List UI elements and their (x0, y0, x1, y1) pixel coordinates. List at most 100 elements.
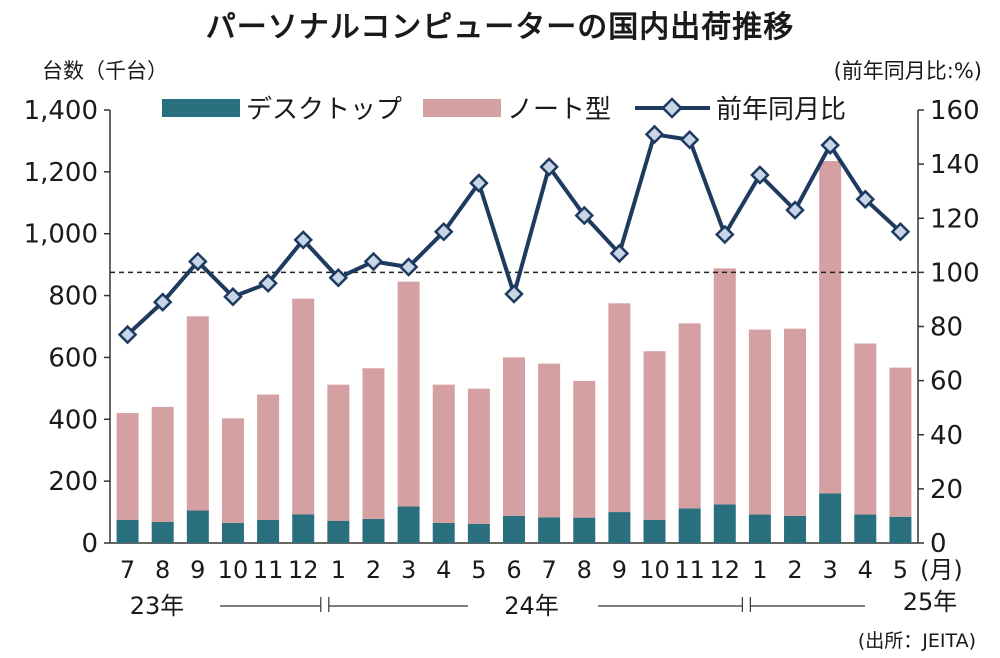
chart-title: パーソナルコンピューターの国内出荷推移 (205, 10, 795, 45)
bar-notebook (503, 357, 525, 516)
left-tick-label: 1,400 (24, 96, 98, 126)
bar-notebook (889, 367, 912, 517)
bar-notebook (186, 316, 209, 511)
legend-swatch-notebook (423, 99, 501, 117)
legend-label-notebook: ノート型 (507, 95, 611, 125)
legend-label-desktop: デスクトップ (246, 95, 402, 125)
yoy-marker (293, 230, 313, 250)
x-tick-label: 5 (893, 556, 908, 584)
bar-desktop (819, 493, 842, 543)
x-tick-label: 6 (506, 556, 521, 584)
yoy-marker (223, 286, 243, 307)
x-tick-label: 9 (612, 556, 627, 584)
x-tick-label: 12 (288, 556, 319, 584)
yoy-marker (785, 200, 805, 220)
bar-notebook (643, 351, 666, 520)
yoy-marker (117, 324, 138, 345)
yoy-marker (820, 135, 840, 155)
yoy-marker (258, 273, 278, 293)
bar-notebook (292, 298, 315, 515)
bar-notebook (362, 368, 385, 519)
bar-notebook (327, 384, 350, 521)
bar-notebook (257, 394, 280, 520)
yoy-marker (574, 205, 595, 226)
right-tick-label: 160 (930, 96, 980, 126)
yoy-marker (750, 165, 770, 185)
x-tick-label: 10 (218, 556, 249, 584)
bar-notebook (573, 380, 596, 518)
left-tick-label: 800 (48, 282, 98, 312)
bar-desktop (538, 517, 561, 543)
left-axis-unit: 台数（千台） (42, 59, 168, 83)
left-tick-label: 600 (48, 343, 98, 373)
bar-notebook (538, 363, 561, 518)
x-tick-label: 3 (823, 556, 838, 584)
legend-marker-yoy (661, 97, 683, 119)
bar-desktop (573, 517, 596, 543)
bar-notebook (854, 343, 877, 515)
yoy-marker (398, 257, 419, 277)
x-tick-label: 10 (639, 556, 670, 584)
x-tick-label: 7 (120, 556, 135, 584)
x-tick-label: 2 (366, 556, 381, 584)
bar-notebook (397, 281, 420, 507)
yoy-marker (890, 222, 911, 242)
bar-notebook (819, 161, 842, 494)
bar-desktop (327, 520, 350, 543)
bar-desktop (784, 515, 807, 543)
right-tick-label: 80 (930, 313, 963, 343)
x-tick-label: 11 (674, 556, 705, 584)
year-label-2024: 24年 (504, 592, 559, 620)
bar-desktop (397, 506, 420, 543)
bar-desktop (432, 522, 455, 543)
yoy-marker (539, 157, 559, 177)
bar-desktop (292, 514, 315, 543)
x-tick-label: 3 (401, 556, 416, 584)
yoy-marker (152, 292, 173, 312)
x-tick-label: 4 (436, 556, 451, 584)
bar-desktop (151, 521, 174, 543)
bar-desktop (362, 518, 385, 543)
bar-notebook (151, 406, 174, 522)
bar-desktop (608, 512, 631, 543)
bar-desktop (221, 522, 244, 543)
yoy-marker (328, 268, 349, 288)
bar-desktop (643, 519, 666, 543)
left-tick-label: 1,200 (24, 158, 98, 188)
right-tick-label: 100 (930, 258, 980, 288)
year-label-2025: 25年 (903, 588, 958, 616)
yoy-marker (469, 173, 489, 193)
yoy-marker (609, 243, 630, 264)
bar-desktop (889, 516, 912, 543)
bar-desktop (678, 508, 701, 543)
bar-desktop (116, 519, 139, 543)
yoy-marker (855, 189, 876, 210)
bar-desktop (503, 515, 525, 543)
right-axis-unit: (前年同月比:%) (833, 59, 982, 83)
left-tick-label: 200 (48, 467, 98, 497)
bar-notebook (116, 413, 139, 520)
month-suffix: (月) (920, 556, 963, 584)
bar-notebook (221, 418, 244, 523)
x-tick-label: 4 (858, 556, 873, 584)
bar-desktop (186, 510, 209, 543)
yoy-marker (188, 251, 208, 272)
source-note: (出所：JEITA) (857, 630, 976, 652)
x-tick-label: 9 (190, 556, 205, 584)
bar-desktop (748, 514, 771, 543)
x-tick-label: 8 (577, 556, 592, 584)
bar-notebook (467, 388, 490, 524)
left-tick-label: 1,000 (24, 220, 98, 250)
bar-desktop (713, 504, 736, 543)
x-tick-label: 1 (752, 556, 767, 584)
legend-label-yoy: 前年同月比 (716, 95, 846, 125)
right-tick-label: 120 (930, 204, 980, 234)
x-tick-label: 7 (541, 556, 556, 584)
x-tick-label: 1 (331, 556, 346, 584)
right-tick-label: 60 (930, 367, 963, 397)
yoy-marker (363, 251, 384, 272)
x-tick-label: 2 (787, 556, 802, 584)
yoy-marker (679, 130, 700, 150)
left-tick-label: 0 (81, 529, 98, 559)
